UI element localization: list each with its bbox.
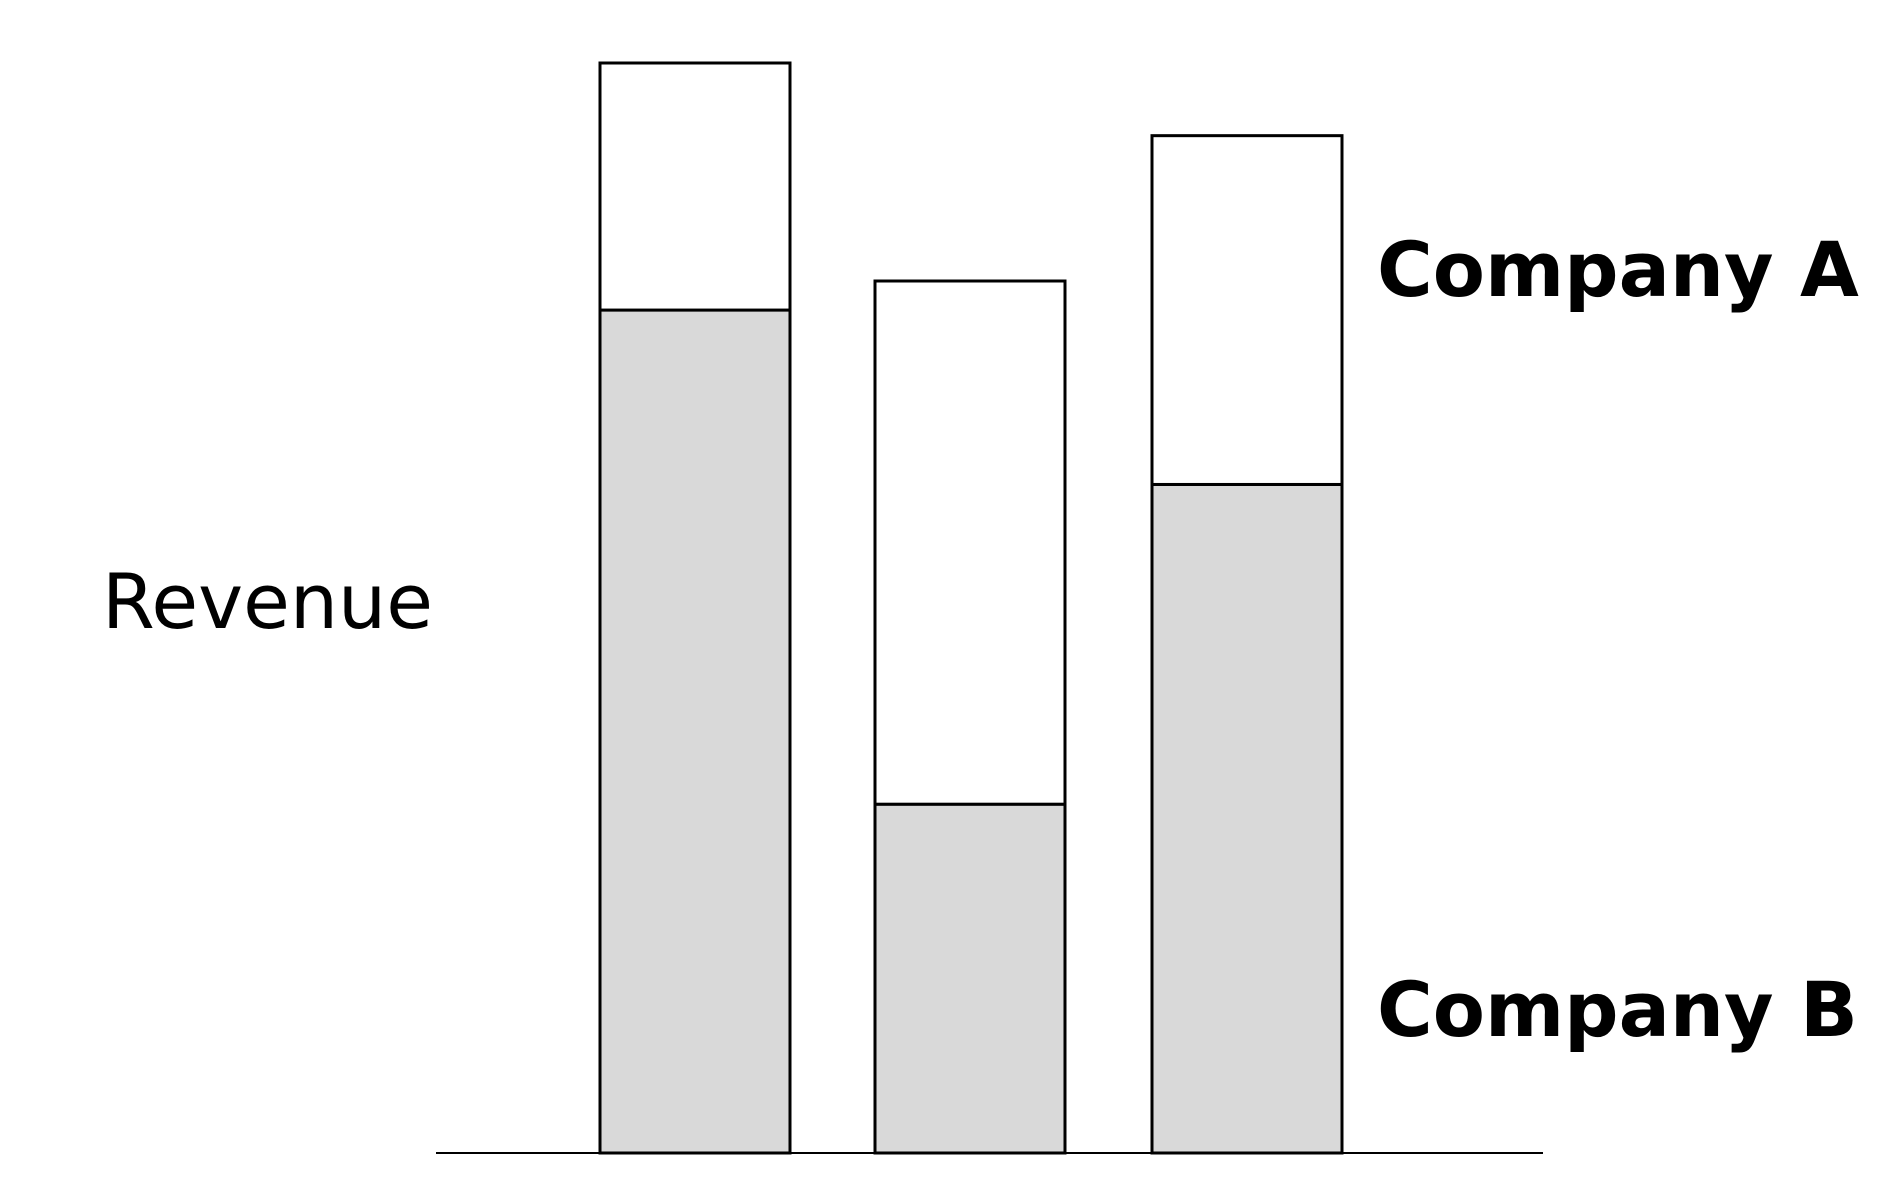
bar-3-company-a [1150,134,1344,486]
bars-layer [598,61,1344,1155]
bar-2-company-b [873,802,1067,1155]
bar-1-company-b [598,308,792,1155]
y-axis-label: Revenue [102,557,433,646]
bar-2-company-a [873,279,1067,806]
legend-company-b: Company B [1377,965,1858,1054]
bar-3-company-b [1150,482,1344,1155]
bar-1-company-a [598,61,792,312]
legend-company-a: Company A [1377,225,1859,314]
